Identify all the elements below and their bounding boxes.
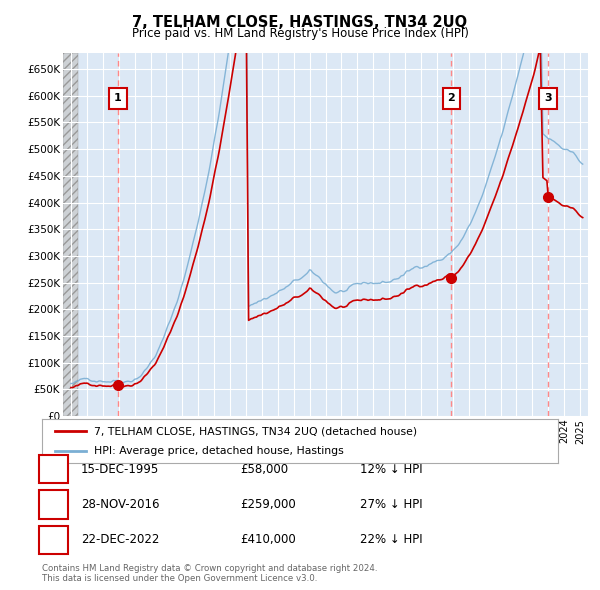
Bar (539, 88, 557, 109)
Text: 12% ↓ HPI: 12% ↓ HPI (360, 463, 422, 476)
Text: Contains HM Land Registry data © Crown copyright and database right 2024.
This d: Contains HM Land Registry data © Crown c… (42, 563, 377, 583)
Text: 2: 2 (448, 93, 455, 103)
Text: 28-NOV-2016: 28-NOV-2016 (81, 498, 160, 511)
Text: 2: 2 (49, 498, 58, 511)
Bar (63, 53, 77, 416)
Bar (443, 88, 460, 109)
Bar (109, 88, 127, 109)
Text: Price paid vs. HM Land Registry's House Price Index (HPI): Price paid vs. HM Land Registry's House … (131, 27, 469, 40)
Text: 27% ↓ HPI: 27% ↓ HPI (360, 498, 422, 511)
Bar (63, 53, 77, 416)
Text: 15-DEC-1995: 15-DEC-1995 (81, 463, 159, 476)
Text: £58,000: £58,000 (240, 463, 288, 476)
Text: 3: 3 (544, 93, 552, 103)
Text: 1: 1 (49, 463, 58, 476)
Text: 7, TELHAM CLOSE, HASTINGS, TN34 2UQ: 7, TELHAM CLOSE, HASTINGS, TN34 2UQ (133, 15, 467, 30)
Text: £410,000: £410,000 (240, 533, 296, 546)
Text: 3: 3 (49, 533, 58, 546)
Text: 1: 1 (114, 93, 122, 103)
Text: 22% ↓ HPI: 22% ↓ HPI (360, 533, 422, 546)
Text: £259,000: £259,000 (240, 498, 296, 511)
Text: 22-DEC-2022: 22-DEC-2022 (81, 533, 160, 546)
Text: 7, TELHAM CLOSE, HASTINGS, TN34 2UQ (detached house): 7, TELHAM CLOSE, HASTINGS, TN34 2UQ (det… (94, 427, 417, 436)
Text: HPI: Average price, detached house, Hastings: HPI: Average price, detached house, Hast… (94, 446, 343, 455)
